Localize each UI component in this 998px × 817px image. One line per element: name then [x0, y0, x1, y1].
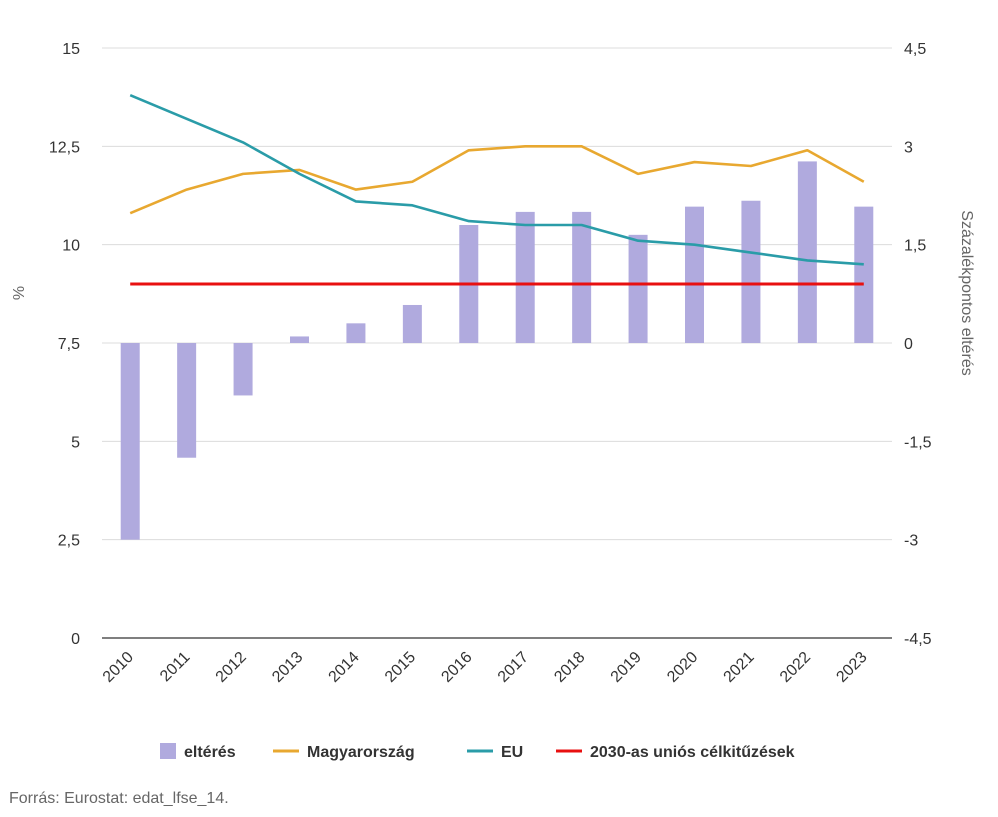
y-right-tick-label: 3: [904, 139, 913, 156]
bar: [628, 234, 648, 343]
bar: [402, 304, 422, 343]
source-note: Forrás: Eurostat: edat_lfse_14.: [9, 790, 229, 807]
series-line: [129, 94, 864, 266]
x-tick-label: 2015: [382, 649, 419, 686]
bar: [572, 211, 592, 343]
y-left-tick-label: 2,5: [58, 533, 80, 550]
legend-label: Magyarország: [307, 744, 415, 761]
x-tick-label: 2017: [495, 649, 532, 686]
y-right-tick-label: -1,5: [904, 434, 932, 451]
bar: [797, 161, 817, 343]
x-tick-label: 2013: [269, 649, 306, 686]
grid-lines: [102, 47, 892, 541]
bar-series: [120, 161, 874, 540]
bar: [120, 343, 140, 540]
y-right-tick-label: 0: [904, 336, 913, 353]
x-tick-label: 2010: [100, 649, 137, 686]
legend-swatch: [160, 743, 176, 759]
y-left-tick-label: 0: [71, 631, 80, 648]
legend-label: eltérés: [184, 744, 236, 761]
bar: [685, 206, 704, 343]
y-right-axis-title: Százalékpontos eltérés: [958, 210, 975, 375]
y-left-tick-label: 15: [62, 41, 80, 58]
x-tick-label: 2021: [721, 649, 758, 686]
x-tick-label: 2016: [438, 649, 475, 686]
bar: [854, 206, 874, 343]
x-tick-label: 2011: [157, 649, 193, 685]
x-tick-label: 2023: [833, 649, 870, 686]
bar: [290, 336, 309, 343]
bar: [233, 343, 253, 396]
y-left-axis-title: %: [11, 286, 28, 300]
y-right-tick-label: -3: [904, 533, 918, 550]
x-tick-label: 2020: [664, 649, 701, 686]
y-left-tick-label: 5: [71, 434, 80, 451]
bar: [346, 323, 366, 343]
legend-label: EU: [501, 744, 523, 761]
y-right-tick-label: 1,5: [904, 238, 926, 255]
x-tick-label: 2022: [777, 649, 814, 686]
y-left-tick-label: 12,5: [49, 139, 80, 156]
bar: [177, 343, 197, 458]
x-tick-label: 2014: [326, 649, 363, 686]
y-right-tick-label: -4,5: [904, 631, 932, 648]
y-left-tick-label: 7,5: [58, 336, 80, 353]
x-tick-label: 2012: [213, 649, 250, 686]
x-tick-label: 2019: [608, 649, 645, 686]
bar: [741, 200, 761, 343]
y-left-tick-label: 10: [62, 238, 80, 255]
x-tick-label: 2018: [551, 649, 588, 686]
line-series: [129, 94, 865, 286]
series-line: [129, 145, 865, 215]
legend: eltérés Magyarország EU 2030-as uniós célki…: [160, 743, 795, 761]
legend-label: 2030-as uniós célkitűzések: [590, 744, 795, 761]
bar: [515, 211, 535, 343]
y-right-tick-label: 4,5: [904, 41, 926, 58]
